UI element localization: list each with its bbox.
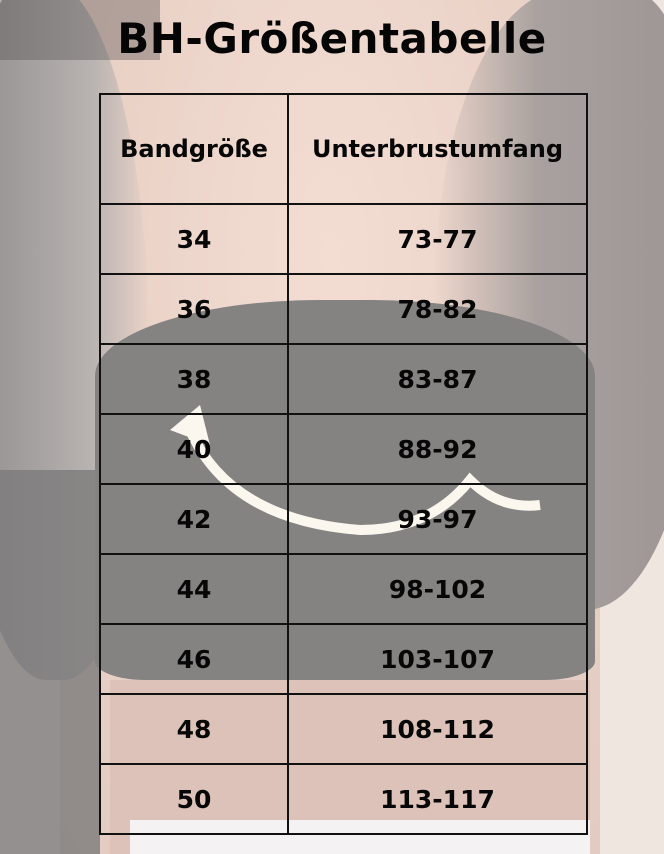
band-size-cell: 36 xyxy=(99,273,289,345)
band-size-cell: 34 xyxy=(99,203,289,275)
band-size-cell: 48 xyxy=(99,693,289,765)
table-header-row: Bandgröße Unterbrustumfang xyxy=(99,93,588,205)
photo-arm xyxy=(0,470,100,854)
table-row: 48 108-112 xyxy=(99,693,588,765)
size-table: Bandgröße Unterbrustumfang 34 73-77 36 78-8… xyxy=(99,93,588,835)
underbust-cell: 103-107 xyxy=(287,623,588,695)
underbust-cell: 78-82 xyxy=(287,273,588,345)
table-row: 40 88-92 xyxy=(99,413,588,485)
photo-corner xyxy=(0,0,160,60)
table-row: 38 83-87 xyxy=(99,343,588,415)
underbust-cell: 98-102 xyxy=(287,553,588,625)
band-size-cell: 44 xyxy=(99,553,289,625)
table-row: 34 73-77 xyxy=(99,203,588,275)
underbust-cell: 73-77 xyxy=(287,203,588,275)
underbust-cell: 88-92 xyxy=(287,413,588,485)
table-row: 44 98-102 xyxy=(99,553,588,625)
band-size-cell: 40 xyxy=(99,413,289,485)
header-band-size: Bandgröße xyxy=(99,93,289,205)
table-row: 36 78-82 xyxy=(99,273,588,345)
header-underbust: Unterbrustumfang xyxy=(287,93,588,205)
table-row: 42 93-97 xyxy=(99,483,588,555)
table-row: 50 113-117 xyxy=(99,763,588,835)
band-size-cell: 50 xyxy=(99,763,289,835)
band-size-cell: 46 xyxy=(99,623,289,695)
band-size-cell: 42 xyxy=(99,483,289,555)
table-row: 46 103-107 xyxy=(99,623,588,695)
underbust-cell: 93-97 xyxy=(287,483,588,555)
band-size-cell: 38 xyxy=(99,343,289,415)
page-title: BH-Größentabelle xyxy=(117,14,547,63)
underbust-cell: 113-117 xyxy=(287,763,588,835)
underbust-cell: 83-87 xyxy=(287,343,588,415)
underbust-cell: 108-112 xyxy=(287,693,588,765)
